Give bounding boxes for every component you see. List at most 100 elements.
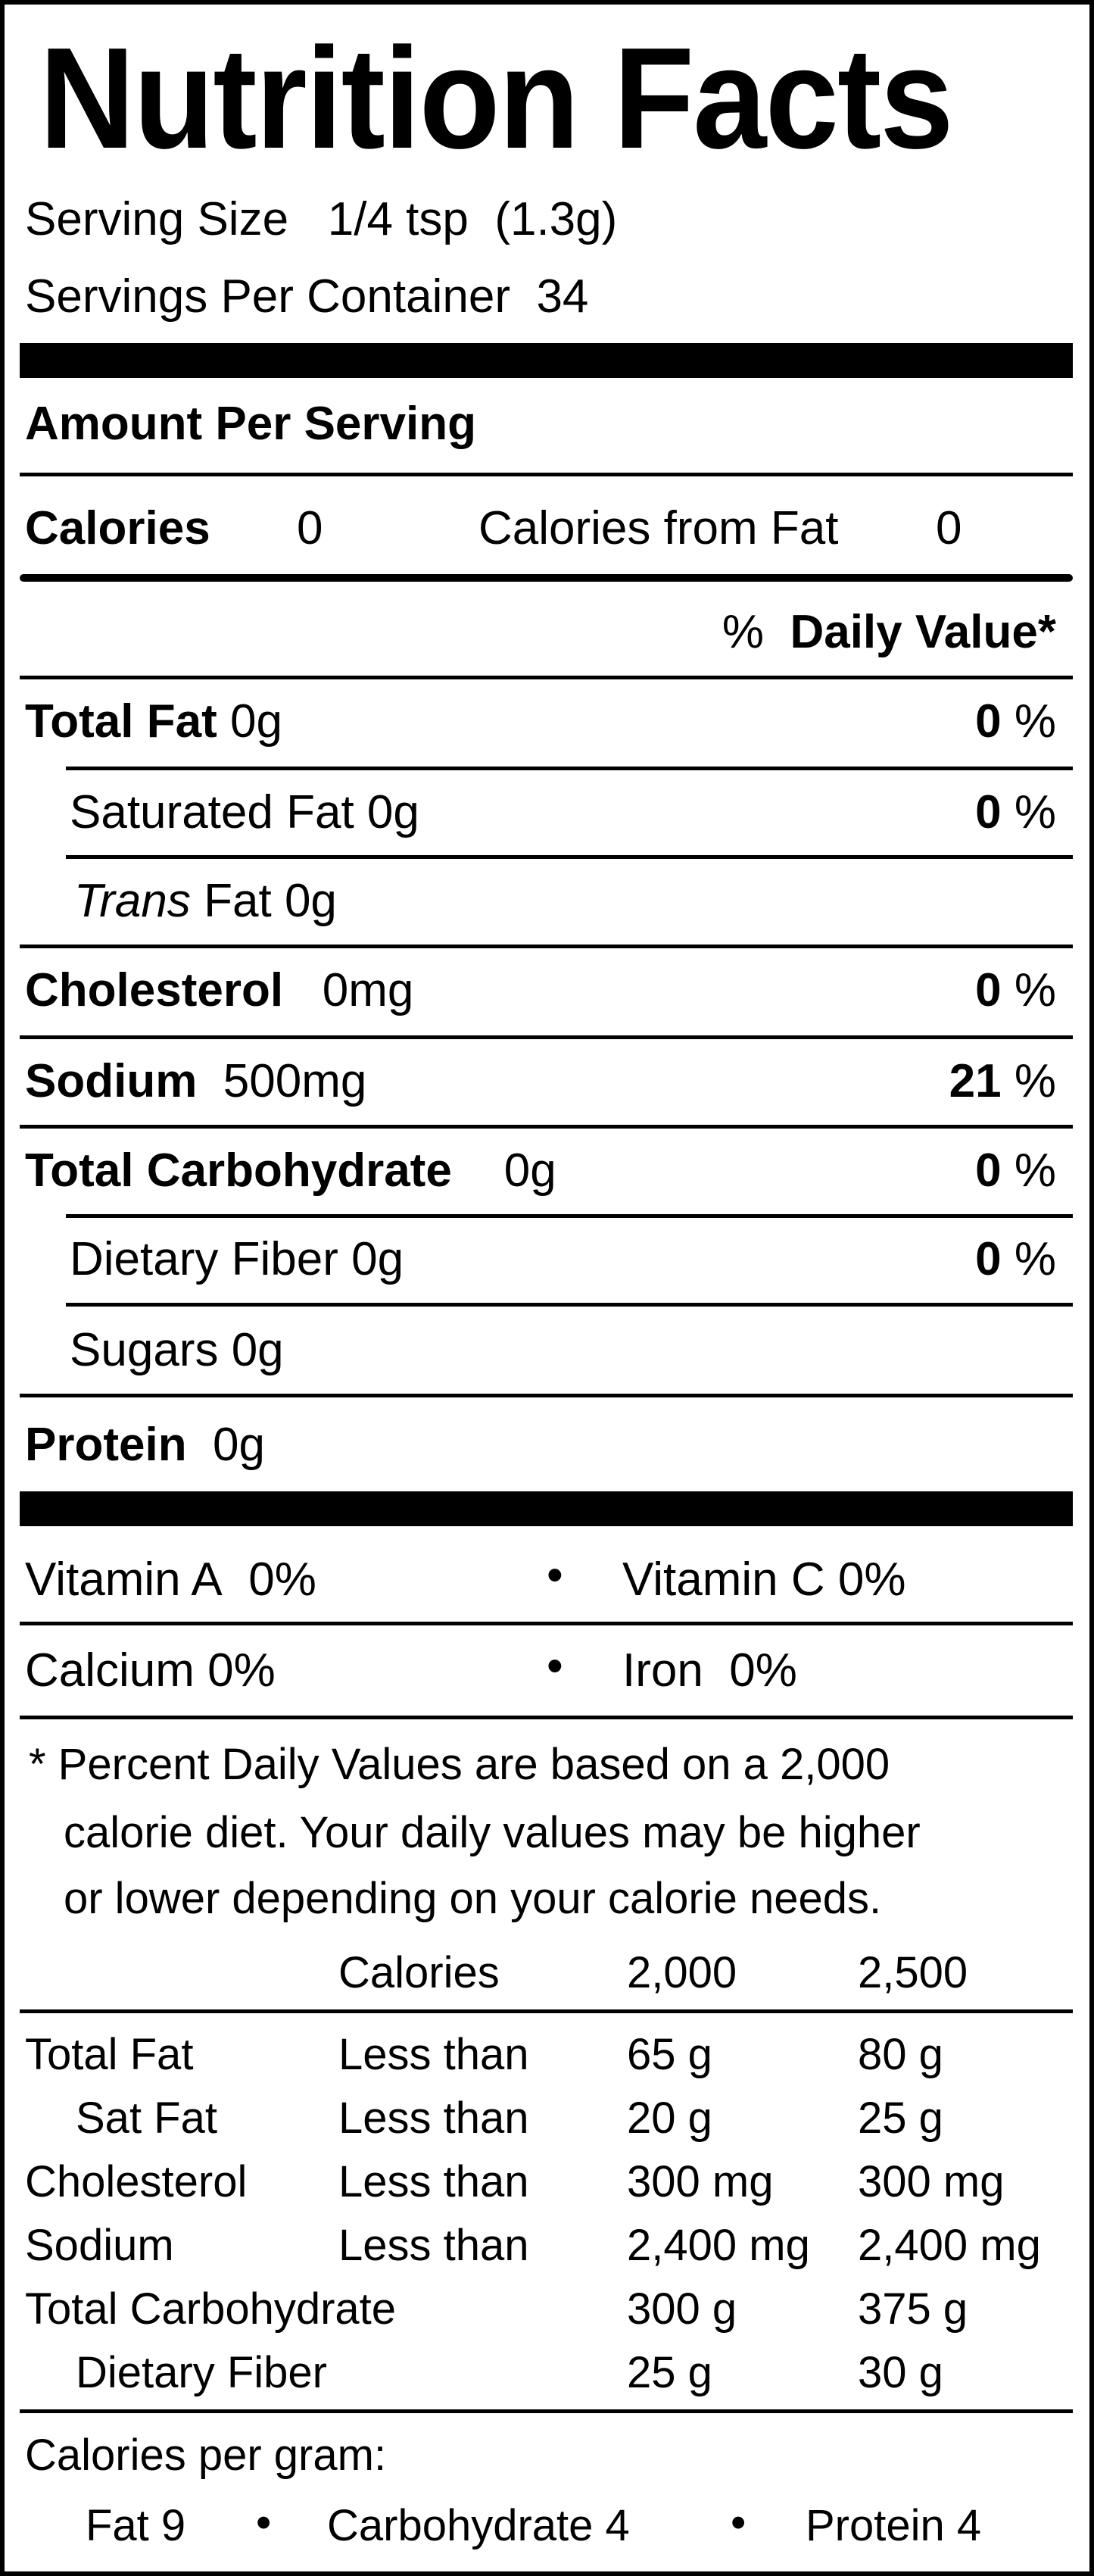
- divider: [20, 473, 1073, 476]
- dv-table-qualifier: Less than: [338, 2030, 529, 2079]
- medium-divider: [20, 574, 1073, 582]
- calories-per-gram-protein: Protein 4: [806, 2501, 982, 2550]
- nutrient-dv: 0 %: [975, 784, 1056, 841]
- dv-table-2000-value: 20 g: [627, 2094, 712, 2143]
- dv-table-nutrient: Cholesterol: [25, 2157, 248, 2206]
- vitamin-value: 0%: [207, 1644, 276, 1697]
- bullet: •: [731, 2498, 746, 2547]
- nutrient-trans-fat: Trans Fat 0g: [74, 873, 337, 930]
- dv-value: 0: [975, 964, 1002, 1016]
- dv-table-2000-value: 300 g: [627, 2284, 737, 2334]
- divider: [20, 1622, 1073, 1625]
- nutrient-amount: 0g: [503, 1144, 556, 1197]
- percent-sign: %: [1014, 1144, 1056, 1197]
- nutrient-label: Cholesterol: [25, 964, 284, 1016]
- dv-table-2000-value: 25 g: [627, 2348, 712, 2397]
- calories-per-gram-carbohydrate: Carbohydrate 4: [327, 2501, 630, 2550]
- divider: [20, 1035, 1073, 1039]
- divider: [20, 2409, 1073, 2413]
- divider: [66, 855, 1073, 859]
- serving-size: Serving Size 1/4 tsp (1.3g): [25, 191, 617, 248]
- nutrient-dv: 0 %: [975, 693, 1056, 751]
- thick-divider: [20, 1491, 1073, 1526]
- vitamin-c: Vitamin C 0%: [622, 1551, 905, 1609]
- nutrient-label: Total Fat: [25, 695, 217, 748]
- nutrient-amount: 0g: [351, 1233, 404, 1285]
- vitamin-label: Vitamin C: [622, 1553, 825, 1606]
- servings-per-container: Servings Per Container 34: [25, 268, 588, 326]
- nutrient-dv: 0 %: [975, 1231, 1056, 1288]
- dv-table-2500-value: 300 mg: [858, 2157, 1005, 2206]
- nutrient-protein: Protein 0g: [25, 1416, 265, 1474]
- nutrient-amount: 0g: [213, 1419, 266, 1471]
- serving-size-label: Serving Size: [25, 193, 289, 245]
- dv-table-qualifier: Less than: [338, 2157, 529, 2206]
- nutrient-amount: 0mg: [322, 964, 414, 1016]
- nutrient-amount: 500mg: [223, 1055, 367, 1107]
- calories-from-fat-value: 0: [936, 502, 962, 554]
- servings-label: Servings Per Container: [25, 270, 510, 323]
- dv-table-2500-value: 375 g: [858, 2284, 968, 2334]
- nutrient-label: Protein: [25, 1419, 187, 1471]
- percent-sign: %: [722, 606, 764, 658]
- thick-divider: [20, 343, 1073, 378]
- divider: [66, 1214, 1073, 1218]
- footnote-line: * Percent Daily Values are based on a 2,…: [29, 1740, 890, 1789]
- divider: [20, 1394, 1073, 1397]
- nutrient-label: Dietary Fiber: [70, 1233, 338, 1285]
- label-title: Nutrition Facts: [39, 18, 954, 179]
- dv-table-nutrient: Sat Fat: [76, 2094, 217, 2143]
- dv-table-header-calories: Calories: [338, 1948, 500, 1997]
- bullet: •: [547, 1640, 563, 1692]
- dv-table-nutrient: Total Carbohydrate: [25, 2284, 397, 2334]
- calcium: Calcium 0%: [25, 1642, 276, 1700]
- nutrient-amount: 0g: [231, 1324, 284, 1376]
- nutrient-cholesterol: Cholesterol 0mg: [25, 962, 413, 1019]
- divider: [20, 1716, 1073, 1719]
- divider: [20, 676, 1073, 679]
- nutrient-dv: 21 %: [949, 1053, 1056, 1110]
- daily-value-header: % Daily Value*: [722, 604, 1056, 661]
- dv-table-qualifier: Less than: [338, 2094, 529, 2143]
- divider: [20, 945, 1073, 948]
- iron: Iron 0%: [622, 1642, 797, 1700]
- dv-value: 0: [975, 695, 1002, 748]
- nutrient-sodium: Sodium 500mg: [25, 1053, 366, 1110]
- nutrient-total-fat: Total Fat 0g: [25, 693, 282, 751]
- divider: [20, 2009, 1073, 2013]
- bullet: •: [547, 1549, 563, 1601]
- vitamin-a: Vitamin A 0%: [25, 1551, 316, 1609]
- nutrient-label: Sugars: [70, 1324, 219, 1376]
- nutrient-label: Sodium: [25, 1055, 198, 1107]
- vitamin-label: Iron: [622, 1644, 703, 1697]
- bullet: •: [256, 2498, 272, 2547]
- dv-table-2500-value: 80 g: [858, 2030, 943, 2079]
- percent-sign: %: [1014, 786, 1056, 838]
- percent-sign: %: [1014, 964, 1056, 1016]
- dv-table-nutrient: Dietary Fiber: [76, 2348, 327, 2397]
- calories-per-gram-fat: Fat 9: [86, 2501, 186, 2550]
- divider: [66, 1303, 1073, 1307]
- dv-table-2000-value: 300 mg: [627, 2157, 774, 2206]
- nutrient-amount: 0g: [366, 786, 419, 838]
- percent-sign: %: [1014, 1233, 1056, 1285]
- footnote-line: or lower depending on your calorie needs…: [64, 1874, 882, 1923]
- footnote-line: calorie diet. Your daily values may be h…: [64, 1808, 921, 1857]
- vitamin-label: Vitamin A: [25, 1553, 223, 1606]
- amount-per-serving: Amount Per Serving: [25, 398, 476, 450]
- dv-table-nutrient: Total Fat: [25, 2030, 194, 2079]
- calories-value: 0: [297, 502, 323, 554]
- dv-value: 0: [975, 786, 1002, 838]
- nutrient-amount: 0g: [284, 875, 337, 927]
- nutrient-sugars: Sugars 0g: [70, 1322, 284, 1379]
- nutrient-dietary-fiber: Dietary Fiber 0g: [70, 1231, 404, 1288]
- dv-table-2000-value: 65 g: [627, 2030, 712, 2079]
- calories-per-gram-label: Calories per gram:: [25, 2431, 387, 2480]
- dv-table-nutrient: Sodium: [25, 2221, 174, 2270]
- percent-sign: %: [1014, 695, 1056, 748]
- dv-table-header-2000: 2,000: [627, 1948, 737, 1997]
- servings-value: 34: [536, 270, 589, 323]
- dv-table-header-2500: 2,500: [858, 1948, 968, 1997]
- nutrient-dv: 0 %: [975, 1142, 1056, 1200]
- dv-value: 0: [975, 1144, 1002, 1197]
